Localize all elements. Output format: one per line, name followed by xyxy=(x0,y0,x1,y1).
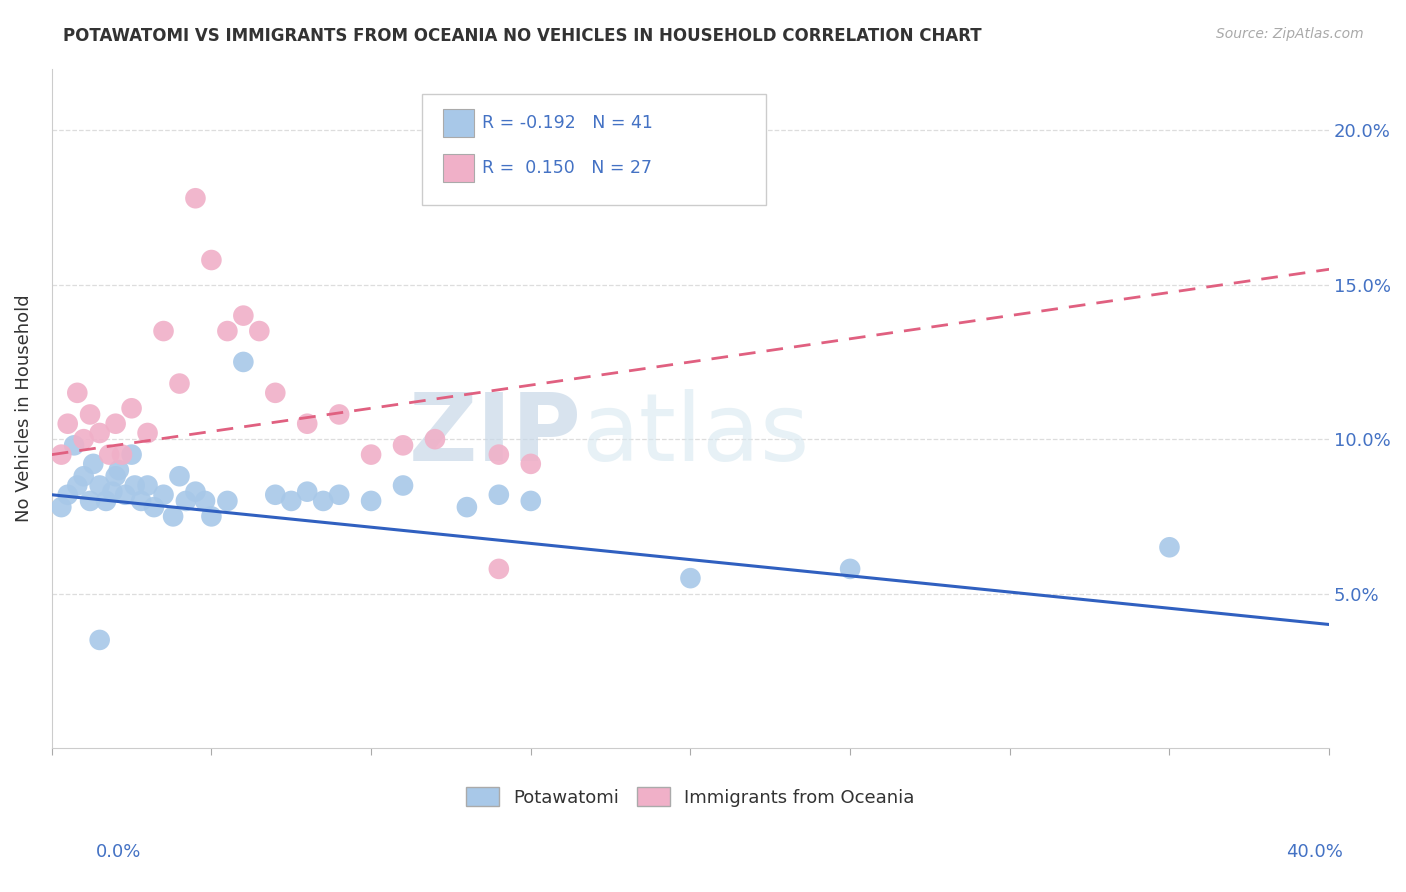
Point xyxy=(360,494,382,508)
Point xyxy=(232,309,254,323)
Point xyxy=(56,417,79,431)
Point xyxy=(121,401,143,416)
Point xyxy=(169,376,191,391)
Point xyxy=(520,457,543,471)
Point xyxy=(82,457,104,471)
Point xyxy=(488,562,510,576)
Point xyxy=(114,488,136,502)
Point xyxy=(66,478,89,492)
Point xyxy=(184,191,207,205)
Point xyxy=(56,488,79,502)
Point xyxy=(79,408,101,422)
Point xyxy=(66,385,89,400)
Point xyxy=(142,500,165,515)
Point xyxy=(1159,541,1181,555)
Point xyxy=(104,469,127,483)
Point xyxy=(104,417,127,431)
Point xyxy=(200,253,222,268)
Point xyxy=(392,478,415,492)
Point xyxy=(101,484,124,499)
Point xyxy=(297,484,319,499)
Point xyxy=(63,438,86,452)
Point xyxy=(488,448,510,462)
Point xyxy=(94,494,117,508)
Text: 0.0%: 0.0% xyxy=(96,843,141,861)
Point xyxy=(679,571,702,585)
Point xyxy=(89,425,111,440)
Point xyxy=(73,469,96,483)
Point xyxy=(423,432,446,446)
Point xyxy=(200,509,222,524)
Legend: Potawatomi, Immigrants from Oceania: Potawatomi, Immigrants from Oceania xyxy=(460,780,922,814)
Point xyxy=(73,432,96,446)
Text: 40.0%: 40.0% xyxy=(1286,843,1343,861)
Point xyxy=(217,324,239,338)
Text: R = -0.192   N = 41: R = -0.192 N = 41 xyxy=(482,114,654,132)
Point xyxy=(328,488,350,502)
Text: R =  0.150   N = 27: R = 0.150 N = 27 xyxy=(482,159,652,177)
Point xyxy=(129,494,152,508)
Point xyxy=(280,494,302,508)
Point xyxy=(839,562,862,576)
Point xyxy=(488,488,510,502)
Point xyxy=(328,408,350,422)
Point xyxy=(162,509,184,524)
Y-axis label: No Vehicles in Household: No Vehicles in Household xyxy=(15,294,32,522)
Point xyxy=(232,355,254,369)
Point xyxy=(264,385,287,400)
Point xyxy=(169,469,191,483)
Point xyxy=(98,448,121,462)
Point xyxy=(121,448,143,462)
Text: Source: ZipAtlas.com: Source: ZipAtlas.com xyxy=(1216,27,1364,41)
Point xyxy=(111,448,134,462)
Point xyxy=(108,463,131,477)
Point xyxy=(174,494,197,508)
Point xyxy=(152,324,174,338)
Point xyxy=(217,494,239,508)
Point xyxy=(152,488,174,502)
Point xyxy=(89,632,111,647)
Text: POTAWATOMI VS IMMIGRANTS FROM OCEANIA NO VEHICLES IN HOUSEHOLD CORRELATION CHART: POTAWATOMI VS IMMIGRANTS FROM OCEANIA NO… xyxy=(63,27,981,45)
Point xyxy=(184,484,207,499)
Point xyxy=(247,324,270,338)
Point xyxy=(456,500,478,515)
Point xyxy=(89,478,111,492)
Text: atlas: atlas xyxy=(582,390,810,482)
Text: ZIP: ZIP xyxy=(409,390,582,482)
Point xyxy=(136,478,159,492)
Point xyxy=(297,417,319,431)
Point xyxy=(520,494,543,508)
Point xyxy=(51,448,73,462)
Point xyxy=(312,494,335,508)
Point xyxy=(136,425,159,440)
Point xyxy=(392,438,415,452)
Point xyxy=(360,448,382,462)
Point xyxy=(264,488,287,502)
Point xyxy=(79,494,101,508)
Point xyxy=(51,500,73,515)
Point xyxy=(194,494,217,508)
Point xyxy=(124,478,146,492)
